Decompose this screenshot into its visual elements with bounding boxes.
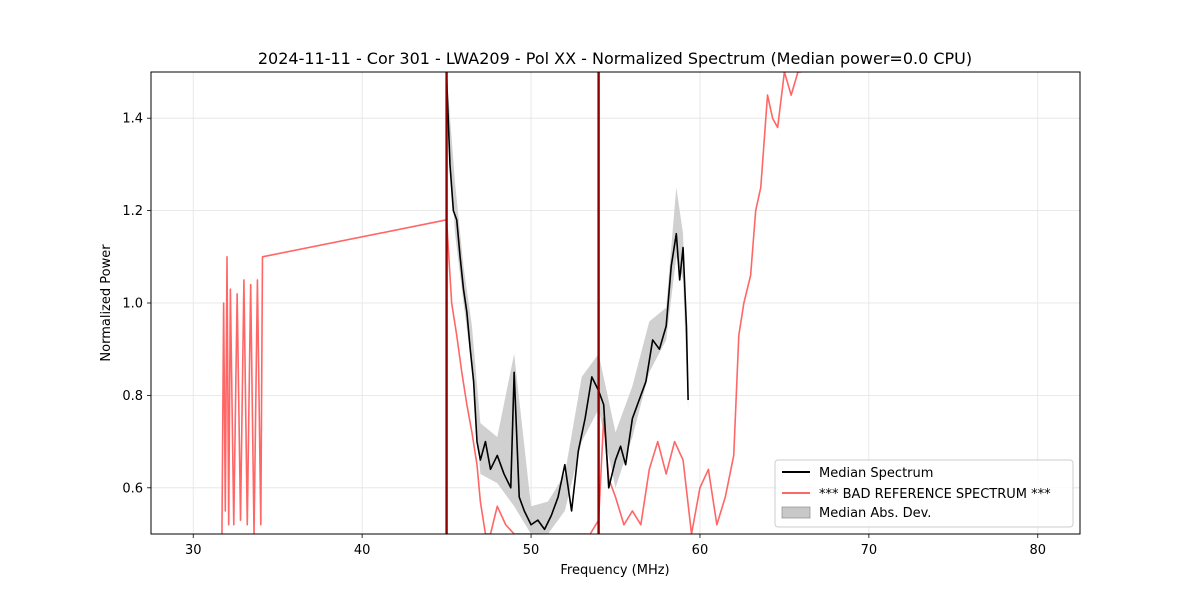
legend-box <box>774 459 1074 528</box>
x-tick-label: 80 <box>1029 543 1046 558</box>
y-axis-ticks: 0.6 0.8 1.0 1.2 1.4 <box>122 112 151 496</box>
y-tick-label: 1.4 <box>122 112 143 127</box>
y-tick-label: 1.0 <box>122 297 143 312</box>
x-tick-label: 30 <box>185 543 202 558</box>
x-axis-ticks: 30 40 50 60 70 80 <box>185 534 1046 558</box>
legend-label-bad-reference: *** BAD REFERENCE SPECTRUM *** <box>819 487 1051 502</box>
y-axis-label: Normalized Power <box>99 244 114 362</box>
grid <box>151 72 1080 534</box>
x-tick-label: 70 <box>861 543 878 558</box>
x-axis-label: Frequency (MHz) <box>560 563 669 578</box>
plot-series <box>221 72 802 534</box>
x-tick-label: 50 <box>523 543 540 558</box>
legend: Median Spectrum *** BAD REFERENCE SPECTR… <box>774 459 1074 528</box>
x-tick-label: 60 <box>692 543 709 558</box>
chart-title: 2024-11-11 - Cor 301 - LWA209 - Pol XX -… <box>258 49 972 68</box>
x-tick-label: 40 <box>354 543 371 558</box>
legend-swatch-median-abs-dev <box>781 506 811 519</box>
bad-reference-spectrum-line <box>221 72 802 534</box>
median-spectrum-line <box>445 76 689 531</box>
y-tick-label: 0.8 <box>122 389 143 404</box>
y-tick-label: 0.6 <box>122 481 143 496</box>
legend-label-median-spectrum: Median Spectrum <box>819 466 933 481</box>
median-abs-dev-band <box>446 72 689 534</box>
legend-label-median-abs-dev: Median Abs. Dev. <box>819 506 931 521</box>
plot-frame <box>150 71 1081 535</box>
y-tick-label: 1.2 <box>122 204 143 219</box>
plot-area <box>221 72 802 534</box>
